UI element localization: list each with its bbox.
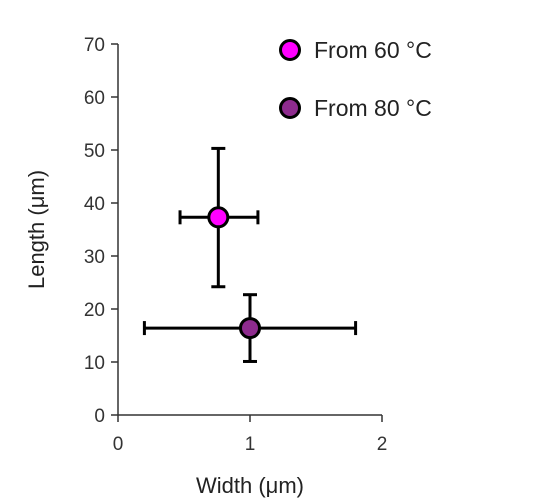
- data-point-marker: [207, 206, 230, 229]
- legend-marker: [279, 39, 301, 61]
- legend-label: From 80 °C: [314, 95, 432, 121]
- y-axis-title: Length (μm): [24, 170, 49, 289]
- x-tick-label: 0: [113, 434, 124, 455]
- x-axis-ticks: 0 1 2: [113, 415, 388, 455]
- data-point-group: [142, 293, 358, 363]
- legend-label: From 60 °C: [314, 37, 432, 63]
- x-tick-label: 1: [245, 434, 256, 455]
- data-points: [142, 146, 358, 363]
- y-tick-label: 70: [84, 35, 105, 56]
- y-tick-label: 20: [84, 300, 105, 321]
- x-axis-title: Width (μm): [196, 473, 304, 498]
- y-tick-label: 40: [84, 194, 105, 215]
- data-point-marker: [239, 317, 261, 340]
- y-tick-label: 30: [84, 247, 105, 268]
- y-axis-ticks: 0 10 20 30 40 50 60 70: [84, 35, 118, 427]
- y-tick-label: 50: [84, 141, 105, 162]
- x-tick-label: 2: [377, 434, 388, 455]
- data-point-group: [178, 146, 260, 289]
- legend: From 60 °C From 80 °C: [279, 37, 432, 121]
- y-tick-label: 10: [84, 353, 105, 374]
- y-tick-label: 60: [84, 88, 105, 109]
- legend-marker: [279, 97, 301, 119]
- y-tick-label: 0: [94, 406, 105, 427]
